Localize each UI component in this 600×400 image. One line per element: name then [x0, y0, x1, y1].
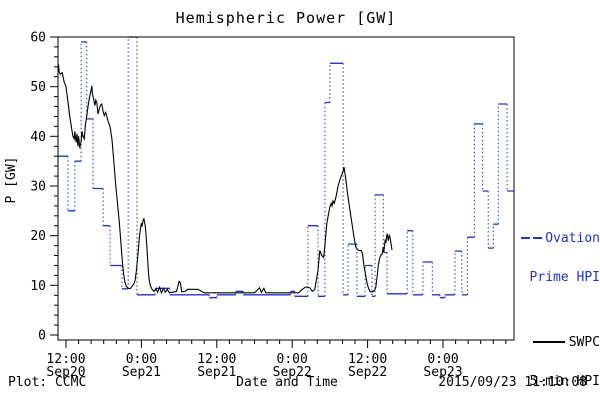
- legend-swpc-line1: SWPC: [505, 336, 600, 349]
- y-tick-label: 50: [30, 80, 46, 95]
- swpc-line-icon: [532, 340, 565, 343]
- ovation-dotted-connectors: [67, 37, 508, 298]
- legend-ovation-label2: Prime HPI: [529, 270, 600, 285]
- y-tick-label: 10: [30, 279, 46, 294]
- legend-ovation-label1: Ovation: [545, 231, 600, 246]
- x-tick-time-label: 0:00: [126, 352, 157, 367]
- legend-swpc-label2: 5-min HPI: [529, 374, 600, 389]
- x-axis-label: Date and Time: [236, 375, 338, 390]
- x-tick-date-label: Sep21: [122, 365, 161, 380]
- x-tick-time-label: 12:00: [348, 352, 387, 367]
- legend-swpc-line2: 5-min HPI: [505, 375, 600, 388]
- x-tick-time-label: 12:00: [197, 352, 236, 367]
- x-tick-date-label: Sep20: [46, 365, 85, 380]
- legend-swpc: SWPC 5-min HPI: [505, 310, 600, 400]
- x-tick-date-label: Sep22: [273, 365, 312, 380]
- y-tick-label: 40: [30, 130, 46, 145]
- legend-ovation: Ovation Prime HPI: [505, 206, 600, 310]
- y-tick-label: 0: [38, 329, 46, 344]
- x-tick-time-label: 0:00: [427, 352, 458, 367]
- swpc-line: [57, 64, 393, 295]
- ovation-dash-icon: [521, 236, 531, 239]
- legend-ovation-line2: Prime HPI: [505, 271, 600, 284]
- legend-swpc-label1: SWPC: [568, 335, 600, 350]
- x-tick-date-label: Sep21: [197, 365, 236, 380]
- y-tick-label: 20: [30, 229, 46, 244]
- x-tick-time-label: 0:00: [277, 352, 308, 367]
- x-tick-date-label: Sep22: [348, 365, 387, 380]
- y-tick-label: 60: [30, 31, 46, 46]
- plot-frame: [57, 36, 515, 341]
- y-tick-label: 30: [30, 180, 46, 195]
- x-tick-time-label: 12:00: [46, 352, 85, 367]
- x-tick-date-label: Sep23: [423, 365, 462, 380]
- plot-credit: Plot: CCMC: [8, 375, 87, 390]
- plot-timestamp: 2015/09/23 11:10:08: [438, 375, 587, 390]
- ovation-step-line: [58, 36, 514, 299]
- ovation-dash-icon: [533, 236, 543, 239]
- chart-title: Hemispheric Power [GW]: [175, 9, 397, 27]
- legend-ovation-line1: Ovation: [505, 232, 600, 245]
